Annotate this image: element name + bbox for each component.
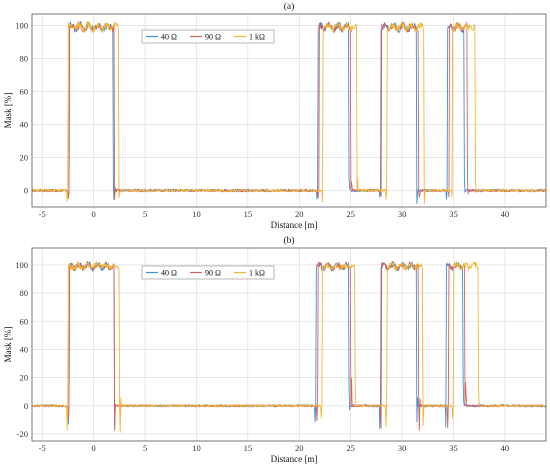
x-tick-label: 30 — [398, 443, 407, 453]
x-tick-label: 25 — [346, 443, 355, 453]
x-tick-label: 0 — [92, 209, 96, 219]
legend-label: 40 Ω — [161, 33, 177, 42]
legend-label: 90 Ω — [205, 269, 221, 278]
series-line-90-ohm — [31, 21, 546, 200]
x-tick-label: 30 — [398, 209, 407, 219]
panel-title: (a) — [284, 1, 295, 12]
x-tick-label: 35 — [449, 443, 458, 453]
series-line-1k-ohm — [31, 261, 547, 433]
series-line-1k-ohm — [31, 21, 547, 205]
legend: 40 Ω 90 Ω 1 kΩ — [141, 265, 275, 280]
legend-label: 40 Ω — [161, 269, 177, 278]
x-tick-label: 40 — [501, 209, 510, 219]
y-tick-label: 100 — [15, 21, 28, 31]
legend-label: 90 Ω — [205, 33, 221, 42]
x-tick-label: 5 — [143, 209, 147, 219]
series-line-40-ohm — [31, 261, 546, 430]
x-tick-label: 20 — [295, 209, 304, 219]
plot-frame — [31, 13, 547, 208]
legend-box — [141, 265, 275, 280]
x-tick-label: 15 — [244, 443, 253, 453]
y-tick-label: 20 — [20, 153, 29, 163]
y-tick-label: 60 — [20, 316, 29, 326]
x-tick-label: -5 — [39, 443, 46, 453]
chart-panel-b: -5 0 5 10 15 20 25 30 35 40 -20 0 20 40 60 80 100 (b) Dist… — [3, 235, 547, 464]
x-tick-label: 20 — [295, 443, 304, 453]
y-tick-label: -20 — [17, 429, 28, 439]
y-tick-label: 20 — [20, 373, 29, 383]
y-tick-label: 0 — [24, 401, 28, 411]
plot-frame — [31, 247, 547, 442]
legend-box — [141, 29, 275, 44]
x-tick-label: 25 — [346, 209, 355, 219]
legend-label: 1 kΩ — [249, 33, 265, 42]
x-tick-label: 15 — [244, 209, 253, 219]
series-line-90-ohm — [31, 260, 546, 431]
x-tick-label: 5 — [143, 443, 147, 453]
y-tick-label: 60 — [20, 87, 29, 97]
y-tick-label: 0 — [24, 186, 28, 196]
y-tick-label: 80 — [20, 54, 29, 64]
x-tick-label: 10 — [192, 443, 201, 453]
x-axis-label: Distance [m] — [271, 454, 318, 464]
y-axis-label: Mask [%] — [3, 93, 13, 129]
y-tick-label: 40 — [20, 344, 29, 354]
chart-panel-a: -5 0 5 10 15 20 25 30 35 40 0 20 40 60 80 100 (a) Distanc… — [3, 1, 547, 230]
legend-label: 1 kΩ — [249, 269, 265, 278]
x-tick-label: 0 — [92, 443, 96, 453]
y-tick-label: 100 — [15, 260, 28, 270]
y-tick-label: 40 — [20, 120, 29, 130]
x-tick-label: 40 — [501, 443, 510, 453]
panel-title: (b) — [283, 235, 294, 246]
legend: 40 Ω 90 Ω 1 kΩ — [141, 29, 275, 44]
x-tick-label: 35 — [449, 209, 458, 219]
y-axis-label: Mask [%] — [3, 327, 13, 363]
x-axis-label: Distance [m] — [271, 220, 318, 230]
x-tick-label: -5 — [39, 209, 46, 219]
x-tick-label: 10 — [192, 209, 201, 219]
y-tick-label: 80 — [20, 288, 29, 298]
series-line-40-ohm — [31, 21, 547, 204]
